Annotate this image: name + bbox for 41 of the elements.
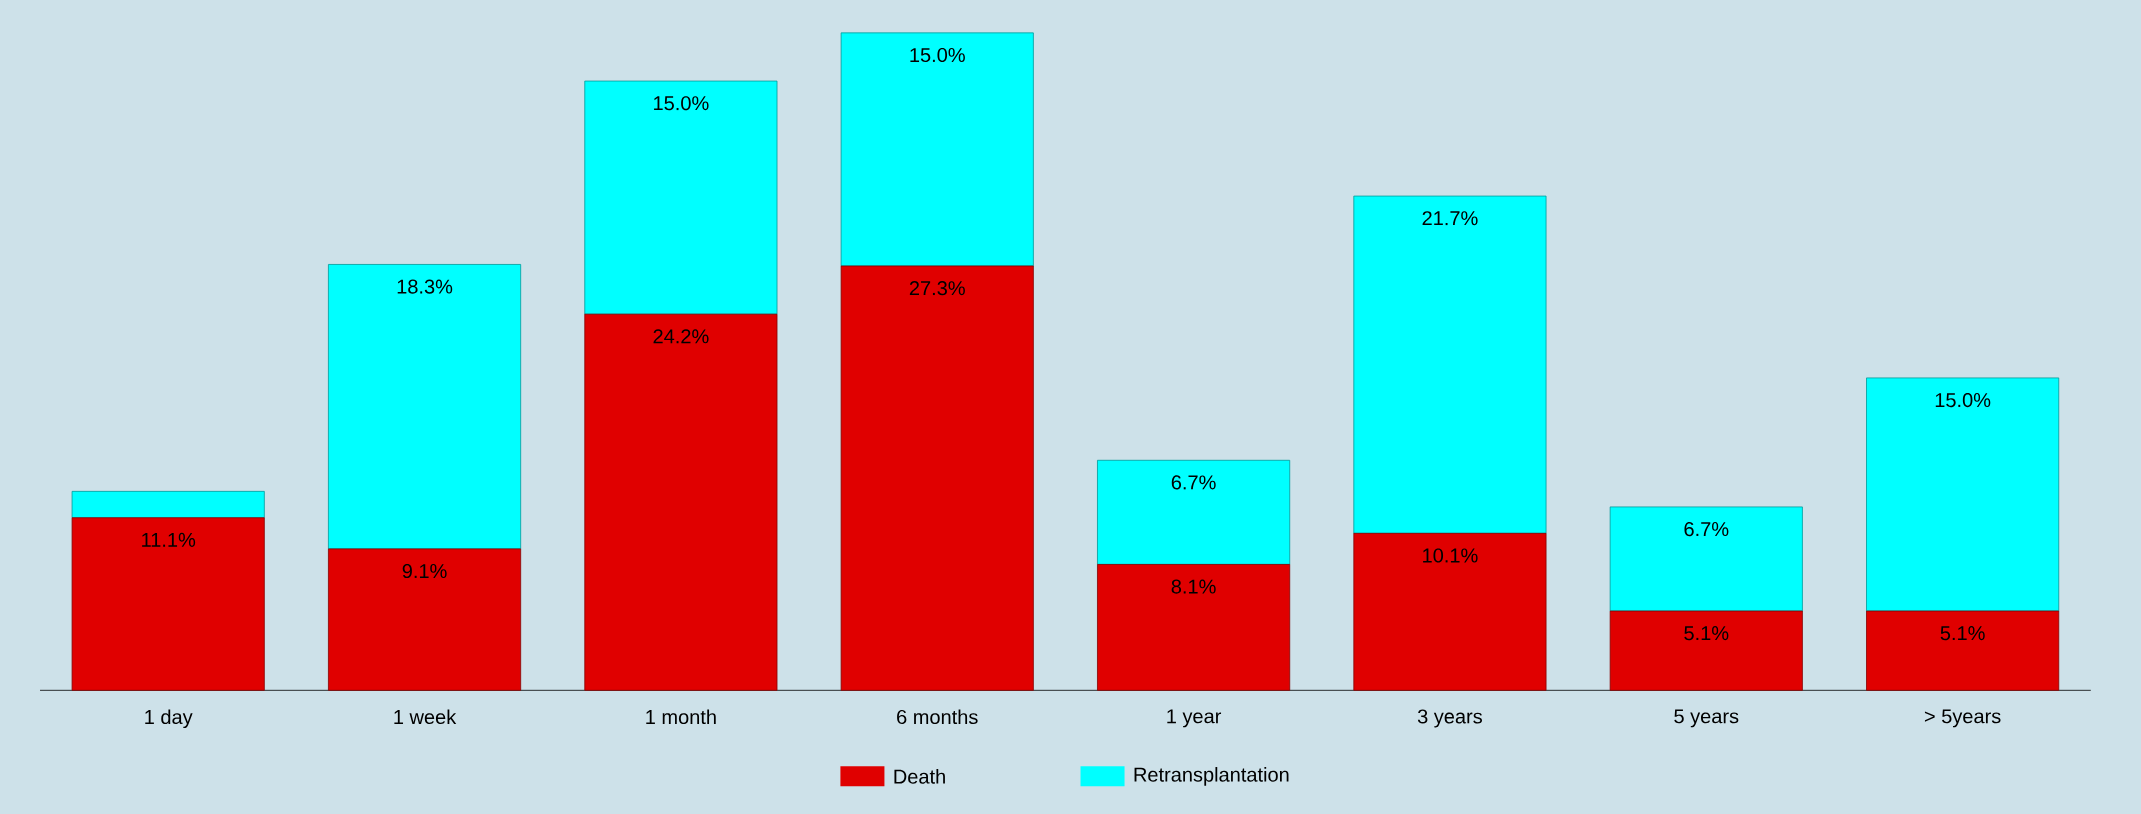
bar: [1866, 377, 2060, 612]
x-tick-label: 1 year: [1167, 709, 1222, 728]
data-label: 6.7%: [1171, 475, 1216, 490]
data-label: 5.1%: [1684, 625, 1729, 641]
data-label: 15.0%: [1935, 392, 1991, 407]
bar: [71, 517, 265, 691]
legend-label: Retransplantation: [1134, 766, 1289, 786]
data-label: 18.3%: [397, 279, 453, 294]
x-tick-label: 1 day: [145, 709, 193, 728]
data-label: 24.2%: [653, 329, 709, 344]
data-label: 10.1%: [1423, 548, 1478, 563]
bar: [71, 490, 265, 519]
bar: [840, 265, 1034, 691]
legend-label: Death: [894, 768, 945, 784]
data-label: 5.1%: [1940, 625, 1985, 641]
bar: [1353, 532, 1547, 691]
bar: [1097, 563, 1291, 691]
data-label: 15.0%: [654, 95, 709, 111]
x-tick-label: > 5years: [1924, 709, 2001, 728]
data-label: 27.3%: [909, 280, 965, 296]
bar: [1609, 506, 1803, 612]
bar: [840, 32, 1034, 267]
bar: [328, 263, 522, 550]
bar: [1609, 610, 1803, 691]
data-label: 9.1%: [402, 563, 447, 578]
data-label: 6.7%: [1684, 521, 1729, 536]
bar: [584, 80, 778, 315]
x-tick-label: 1 month: [646, 709, 716, 724]
data-label: 21.7%: [1422, 210, 1478, 226]
x-tick-label: 1 week: [394, 709, 457, 724]
bar: [328, 548, 522, 691]
bar: [1866, 610, 2060, 691]
bar: [1353, 195, 1547, 534]
data-label: 11.1%: [142, 532, 196, 547]
bar: [1097, 459, 1291, 565]
data-label: 8.1%: [1171, 579, 1216, 594]
bar: [584, 313, 778, 691]
data-label: 15.0%: [910, 47, 965, 62]
x-tick-label: 6 months: [897, 709, 978, 724]
x-tick-label: 5 years: [1674, 709, 1739, 728]
x-tick-label: 3 years: [1417, 709, 1482, 728]
